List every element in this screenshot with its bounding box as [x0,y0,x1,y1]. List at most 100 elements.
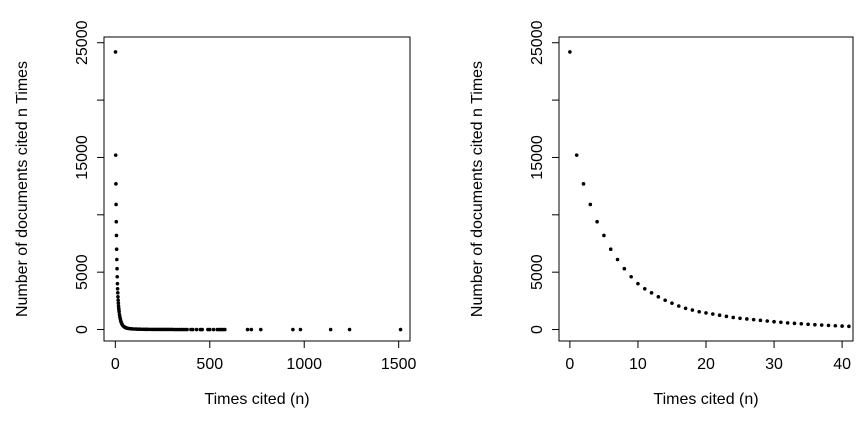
data-point [642,287,647,291]
data-point [622,266,627,271]
data-point [656,295,661,299]
plot-frame [558,36,854,342]
y-tick-label: 0 [529,325,546,334]
data-point [116,298,120,303]
data-point [568,50,572,54]
data-point [765,319,770,323]
data-point [751,317,756,322]
plot-frame [103,36,411,342]
data-point [581,182,586,186]
data-point [115,291,120,295]
data-point [116,301,121,305]
data-point [185,327,189,332]
y-tick-label: 25000 [529,20,546,65]
y-tick-label: 5000 [74,254,91,290]
data-point [114,233,119,238]
data-point [690,308,695,312]
data-point [847,324,851,329]
data-point [298,327,303,332]
x-tick-label: 0 [111,356,120,373]
x-axis-title: Times cited (n) [204,391,309,408]
y-tick-label: 5000 [529,254,546,290]
data-point [223,327,227,332]
data-point [588,202,593,207]
x-tick-label: 20 [697,356,715,373]
y-tick-label: 25000 [74,20,91,65]
x-tick-label: 1500 [381,356,417,373]
data-point [745,317,749,321]
chart-panel-right: 0 10 20 30 40 0 5000 15000 25000 Times cited (n) N… [469,20,854,408]
data-point [840,324,844,328]
data-point [602,233,606,238]
data-point [114,202,118,207]
data-point [113,50,118,54]
x-tick-label: 40 [833,356,851,373]
data-point [663,298,667,303]
data-point [738,316,742,321]
data-point [595,219,599,224]
data-point [114,219,119,224]
data-point [347,327,352,332]
data-point [724,314,729,319]
data-point [758,318,763,323]
data-point [683,306,688,311]
data-point [676,304,681,308]
data-point [731,315,736,320]
data-point [190,327,195,332]
data-point [806,322,810,327]
data-point [779,320,783,325]
y-tick-label: 15000 [74,135,91,180]
y-tick-label: 0 [74,325,91,334]
data-point [826,323,831,328]
y-tick-label: 15000 [529,135,546,180]
data-point [636,281,640,286]
data-point [194,327,199,332]
data-point [211,327,216,332]
data-point [574,153,579,157]
data-point [207,327,212,332]
data-point [291,327,295,332]
data-point [697,309,701,314]
data-point [200,327,205,332]
data-point [249,327,254,332]
data-point [813,322,817,327]
data-point [717,313,722,317]
data-point [649,291,654,295]
data-point [711,312,715,316]
data-point [113,153,118,157]
data-point [799,321,804,326]
data-point [258,327,263,332]
data-point [615,257,620,262]
data-point [117,309,121,314]
y-axis-title: Number of documents cited n Times [14,61,31,317]
data-point [772,319,776,324]
data-point [833,323,838,328]
x-axis-title: Times cited (n) [653,391,758,408]
data-point [819,323,824,327]
data-point [792,321,797,326]
data-point [114,182,118,186]
y-axis-title: Number of documents cited n Times [469,61,486,317]
x-tick-label: 500 [196,356,223,373]
data-point [115,281,120,286]
data-point [328,327,333,332]
x-tick-label: 10 [629,356,647,373]
data-point [116,295,120,299]
data-point [785,321,790,325]
data-point [245,327,250,332]
data-point [115,287,120,291]
x-tick-label: 30 [765,356,783,373]
data-point [629,274,633,279]
data-point [115,274,120,279]
data-point [608,247,613,252]
data-point [114,247,119,252]
data-point [398,327,403,332]
x-tick-label: 0 [565,356,574,373]
data-point [704,311,708,315]
x-tick-label: 1000 [286,356,322,373]
data-point [115,266,119,271]
data-point [670,301,674,305]
data-point [115,257,119,262]
